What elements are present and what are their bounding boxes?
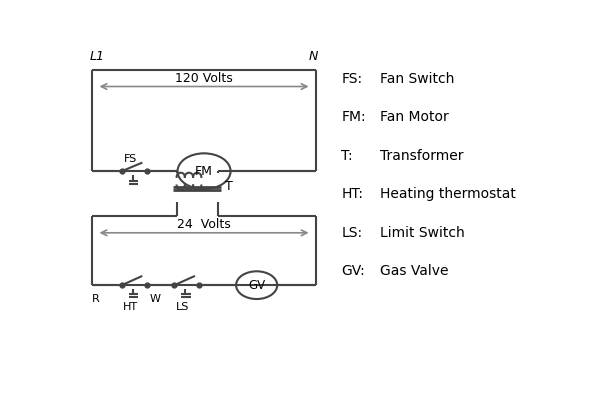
Text: 120 Volts: 120 Volts <box>175 72 233 85</box>
Text: T:: T: <box>341 149 353 163</box>
Text: 24  Volts: 24 Volts <box>177 218 231 231</box>
Text: Fan Switch: Fan Switch <box>380 72 454 86</box>
Text: Fan Motor: Fan Motor <box>380 110 449 124</box>
Text: LS:: LS: <box>341 226 362 240</box>
Text: W: W <box>149 294 160 304</box>
Text: GV:: GV: <box>341 264 365 278</box>
Text: FS:: FS: <box>341 72 362 86</box>
Text: Transformer: Transformer <box>380 149 464 163</box>
Text: Heating thermostat: Heating thermostat <box>380 187 516 201</box>
Text: HT:: HT: <box>341 187 363 201</box>
Text: T: T <box>225 180 232 193</box>
Text: FM: FM <box>195 165 213 178</box>
Text: Limit Switch: Limit Switch <box>380 226 465 240</box>
Text: HT: HT <box>123 302 137 312</box>
Text: LS: LS <box>176 302 189 312</box>
Text: GV: GV <box>248 279 266 292</box>
Text: R: R <box>92 294 100 304</box>
Text: N: N <box>309 50 319 63</box>
Text: FS: FS <box>124 154 137 164</box>
Text: Gas Valve: Gas Valve <box>380 264 448 278</box>
Text: FM:: FM: <box>341 110 366 124</box>
Text: L1: L1 <box>90 50 105 63</box>
